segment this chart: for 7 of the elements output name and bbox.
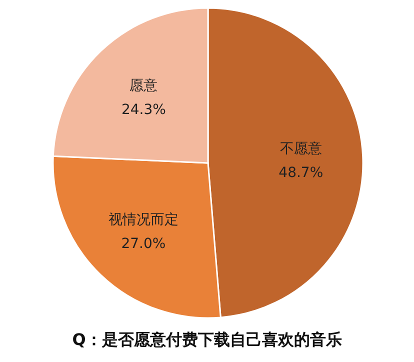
slice-label: 视情况而定 <box>108 212 178 228</box>
text: Q：是否愿意付费下载自己喜欢的音乐 <box>72 330 342 349</box>
data-label: 48.7% <box>278 165 324 182</box>
slice-label: 愿意 <box>130 78 158 94</box>
slice-label: 不愿意 <box>280 141 322 158</box>
data-label: 27.0% <box>121 236 166 252</box>
data-label: 24.3% <box>121 102 166 118</box>
